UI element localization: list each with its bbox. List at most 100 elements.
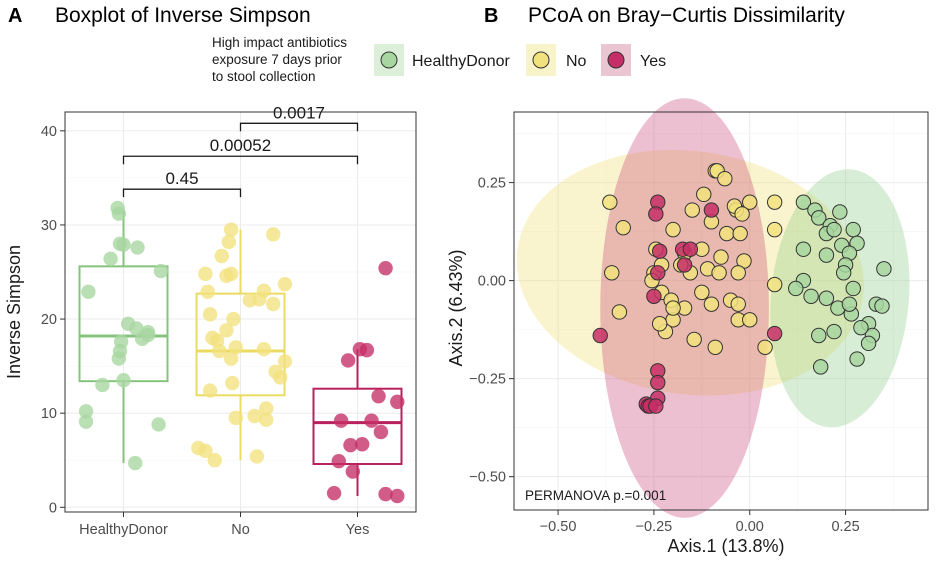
a-point-healthydonor-16	[95, 377, 110, 393]
a-point-healthydonor-6	[153, 263, 169, 279]
panel-b-x-axis-label: Axis.1 (13.8%)	[667, 536, 784, 556]
b-point-healthydonor-0	[795, 194, 812, 210]
b-point-healthydonor-13	[835, 265, 852, 281]
panel-a-letter: A	[8, 5, 22, 27]
a-point-no-25	[225, 375, 240, 391]
a-point-healthydonor-3	[116, 237, 131, 252]
a-point-yes-7	[333, 413, 349, 428]
a-point-healthydonor-19	[78, 414, 94, 429]
a-point-no-14	[226, 311, 241, 327]
b-point-no-35	[694, 284, 710, 301]
panel-b-border	[513, 111, 929, 511]
b-ellipse-healthydonor	[770, 169, 910, 428]
b-point-yes-16	[648, 398, 664, 414]
b-point-healthydonor-16	[788, 280, 804, 297]
a-point-no-24	[273, 370, 288, 385]
b-point-healthydonor-3	[811, 210, 827, 226]
b-xtick-label-1: −0.25	[636, 519, 673, 535]
b-point-no-20	[713, 249, 729, 265]
panel-a-y-axis-label: Inverse Simpson	[4, 245, 24, 379]
a-point-healthydonor-15	[111, 351, 127, 366]
b-point-healthydonor-32	[853, 319, 869, 336]
a-point-yes-11	[331, 453, 346, 469]
a-point-healthydonor-21	[128, 455, 143, 471]
b-point-no-9	[696, 186, 712, 203]
a-point-yes-15	[390, 488, 405, 504]
a-ytick-label-40: 40	[41, 124, 57, 140]
b-point-healthydonor-11	[818, 247, 835, 263]
a-bracket-healthydonor-vs-yes	[122, 155, 359, 165]
a-point-no-21	[256, 341, 272, 357]
a-point-no-16	[219, 323, 234, 338]
a-point-no-33	[249, 449, 265, 464]
a-point-no-4	[198, 266, 213, 282]
a-bracket-label-no-vs-yes: 0.0017	[273, 103, 325, 122]
b-point-healthydonor-26	[860, 335, 877, 352]
permanova-annotation: PERMANOVA p.=0.001	[525, 488, 666, 503]
a-point-no-26	[202, 383, 218, 398]
panel-a-points	[78, 200, 405, 504]
panel-a-title: Boxplot of Inverse Simpson	[55, 4, 311, 27]
b-point-yes-17	[703, 202, 720, 218]
a-point-no-29	[247, 408, 262, 424]
a-point-yes-12	[345, 464, 361, 479]
a-point-no-0	[223, 222, 239, 237]
a-point-no-32	[198, 443, 213, 459]
panel-b-y-axis: −0.50 −0.25 0.00 0.25	[469, 176, 514, 486]
b-point-no-33	[730, 296, 746, 312]
a-point-no-34	[207, 453, 222, 468]
b-point-healthydonor-18	[818, 290, 835, 306]
panel-a-y-axis: 0 10 20 30 40	[41, 124, 65, 516]
b-point-no-48	[604, 265, 620, 281]
b-xtick-label-3: 0.25	[831, 519, 859, 535]
b-point-no-45	[742, 312, 758, 328]
a-point-no-28	[259, 401, 274, 416]
a-point-no-11	[252, 292, 267, 307]
b-point-healthydonor-7	[845, 221, 861, 238]
b-point-no-34	[703, 296, 720, 312]
a-point-no-18	[212, 343, 227, 359]
a-point-no-30	[259, 412, 274, 427]
b-point-yes-5	[650, 265, 666, 281]
b-point-no-1	[615, 219, 631, 236]
a-box-no	[195, 292, 286, 397]
a-point-yes-1	[340, 353, 356, 368]
a-point-no-6	[223, 266, 239, 282]
b-point-healthydonor-23	[874, 298, 890, 314]
b-point-no-38	[686, 331, 702, 348]
a-point-yes-5	[390, 394, 405, 410]
a-box-yes	[312, 387, 403, 465]
a-point-no-27	[228, 410, 244, 426]
b-xtick-label-0: −0.50	[540, 519, 577, 535]
a-point-yes-6	[364, 413, 379, 428]
b-point-yes-9	[766, 325, 783, 342]
a-point-healthydonor-12	[140, 327, 156, 343]
b-point-healthydonor-31	[876, 261, 892, 277]
panel-b-letter: B	[484, 5, 498, 27]
b-point-no-31	[730, 265, 746, 281]
legend: High impact antibiotics exposure 7 days …	[212, 35, 666, 84]
b-point-no-26	[742, 194, 758, 210]
a-point-yes-0	[378, 261, 393, 276]
a-point-healthydonor-18	[78, 404, 94, 419]
legend-key-healthydonor	[380, 51, 398, 69]
a-point-healthydonor-1	[111, 206, 127, 221]
a-ytick-label-10: 10	[41, 406, 57, 422]
a-point-yes-9	[354, 437, 370, 452]
a-point-yes-14	[378, 486, 393, 502]
panel-b-y-axis-label: Axis.2 (6.43%)	[446, 249, 466, 366]
b-point-no-15	[665, 221, 681, 238]
b-point-healthydonor-2	[832, 204, 848, 220]
b-point-no-43	[766, 276, 783, 293]
b-point-healthydonor-29	[811, 327, 827, 344]
legend-title-line-3: to stool collection	[212, 69, 316, 84]
b-point-yes-3	[682, 241, 699, 257]
b-point-no-0	[602, 194, 618, 210]
b-point-no-44	[757, 339, 773, 355]
panel-b-plot: −0.50 −0.25 0.00 0.25 −0.50 −0.25 0.00 0.25 PE…	[446, 98, 929, 556]
a-bracket-label-healthydonor-vs-no: 0.45	[165, 169, 198, 188]
b-point-no-14	[684, 202, 700, 218]
